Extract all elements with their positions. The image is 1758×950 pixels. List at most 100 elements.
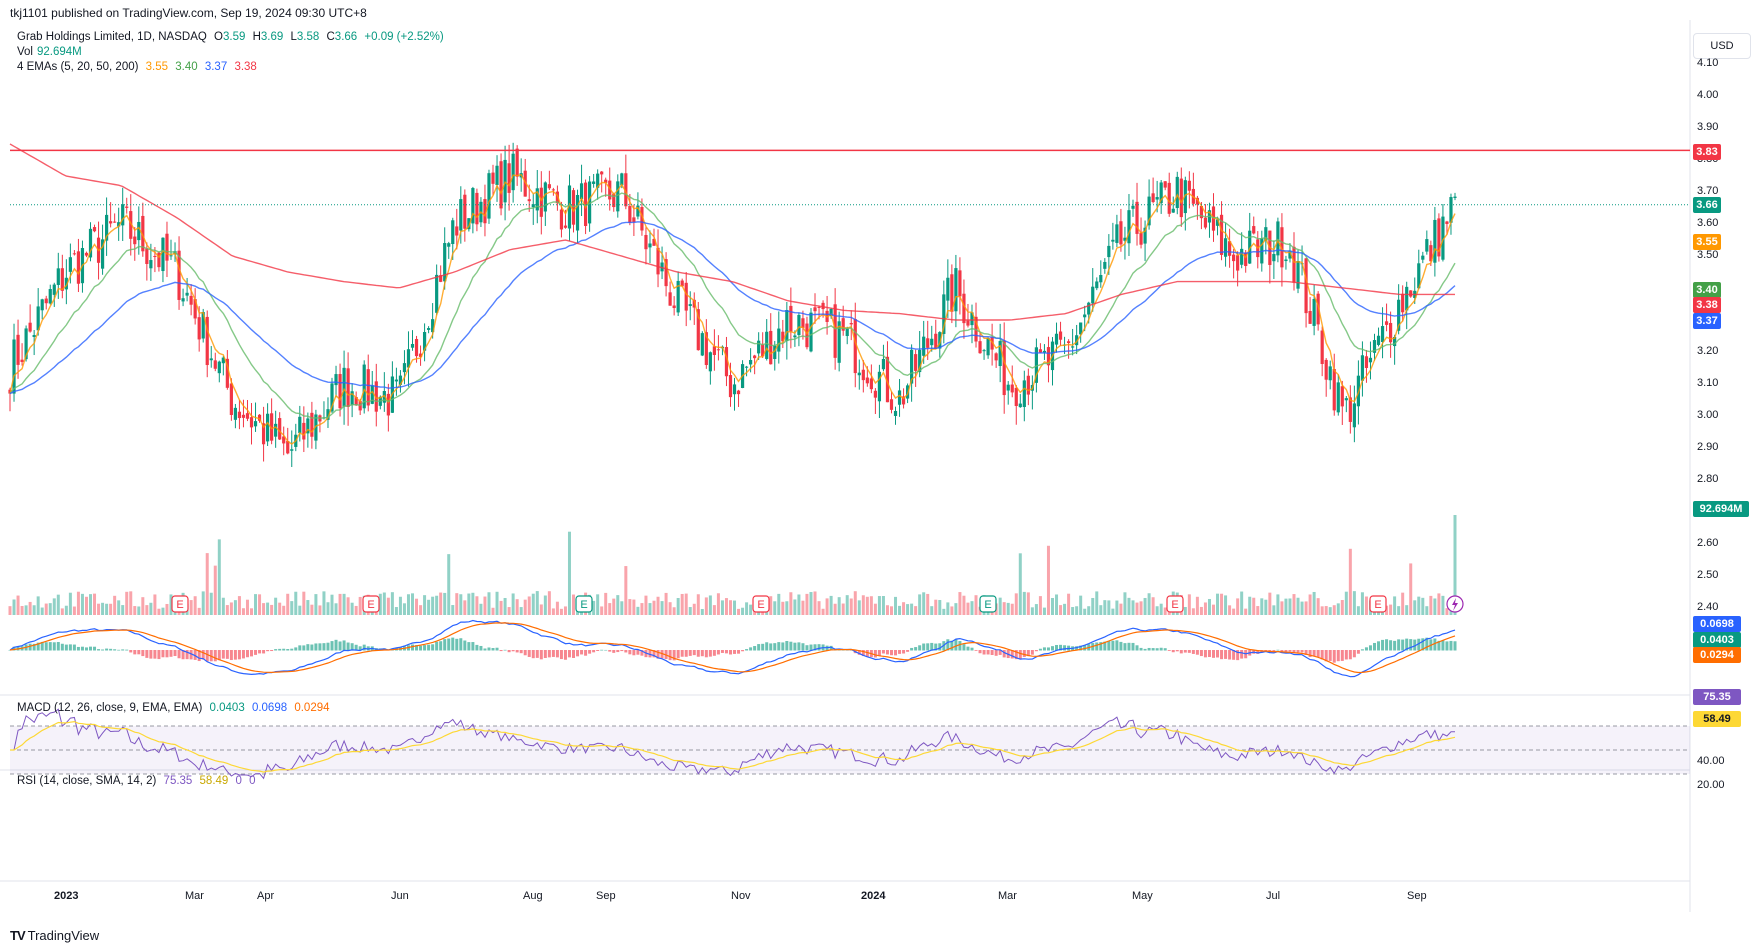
volume-bar bbox=[1429, 595, 1433, 615]
macd-histogram-bar bbox=[640, 650, 644, 656]
macd-histogram-bar bbox=[415, 645, 419, 651]
currency-button[interactable]: USD bbox=[1693, 33, 1751, 59]
candle bbox=[1139, 217, 1143, 249]
volume-bar bbox=[676, 597, 680, 615]
price-tick-label: 2.50 bbox=[1697, 569, 1719, 581]
candle bbox=[994, 352, 998, 368]
candle bbox=[1103, 258, 1107, 274]
symbol-title[interactable]: Grab Holdings Limited, 1D, NASDAQ bbox=[17, 31, 207, 43]
candle bbox=[962, 279, 966, 339]
macd-histogram-bar bbox=[1115, 640, 1119, 651]
candle bbox=[1199, 202, 1204, 230]
candle bbox=[966, 303, 970, 328]
macd-histogram-bar bbox=[1316, 650, 1320, 658]
signal-line bbox=[9, 622, 1456, 674]
candle bbox=[511, 142, 515, 203]
volume-bar bbox=[282, 605, 286, 615]
macd-histogram-bar bbox=[141, 650, 145, 657]
macd-histogram-bar bbox=[101, 649, 105, 651]
candle bbox=[817, 305, 821, 320]
macd-histogram-bar bbox=[894, 650, 898, 656]
ema-label[interactable]: 4 EMAs (5, 20, 50, 200) bbox=[17, 61, 139, 73]
volume-bar bbox=[813, 591, 817, 615]
macd-histogram-bar bbox=[117, 649, 121, 651]
macd-histogram-bar bbox=[411, 644, 415, 651]
volume-bar bbox=[809, 592, 813, 615]
price-tick-label: 2.60 bbox=[1697, 537, 1719, 549]
macd-histogram-bar bbox=[543, 650, 547, 658]
macd-histogram-bar bbox=[1135, 645, 1139, 651]
tradingview-logo[interactable]: TV TradingView bbox=[10, 928, 99, 943]
macd-histogram-bar bbox=[431, 644, 435, 651]
volume-value: 92.694M bbox=[37, 46, 82, 58]
volume-bar bbox=[648, 603, 652, 615]
candle bbox=[346, 352, 350, 426]
candle bbox=[193, 288, 197, 325]
candle bbox=[1075, 324, 1079, 355]
candle bbox=[1006, 381, 1010, 405]
candle bbox=[249, 403, 254, 445]
candle bbox=[177, 236, 181, 310]
macd-histogram-bar bbox=[16, 646, 20, 651]
macd-histogram-bar bbox=[1022, 650, 1026, 657]
macd-histogram-bar bbox=[80, 646, 84, 651]
volume-bar bbox=[101, 602, 105, 615]
volume-bar bbox=[1163, 607, 1167, 615]
candle bbox=[406, 331, 411, 387]
macd-histogram-bar bbox=[970, 647, 974, 651]
volume-bar bbox=[559, 608, 563, 615]
candle bbox=[483, 184, 487, 237]
candle bbox=[402, 350, 407, 385]
candle bbox=[443, 227, 447, 290]
macd-histogram-bar bbox=[254, 650, 258, 655]
volume-bar bbox=[789, 592, 793, 615]
macd-histogram-bar bbox=[48, 642, 52, 651]
macd-histogram-bar bbox=[954, 639, 958, 651]
macd-histogram-bar bbox=[274, 649, 278, 651]
volume-bar bbox=[16, 595, 20, 615]
volume-bar bbox=[173, 604, 177, 615]
macd-histogram-bar bbox=[1083, 645, 1087, 651]
publisher-line: tkj1101 published on TradingView.com, Se… bbox=[10, 6, 367, 20]
ema5-value: 3.55 bbox=[145, 61, 169, 73]
candle bbox=[225, 350, 229, 390]
macd-histogram-bar bbox=[1409, 639, 1413, 651]
macd-histogram-bar bbox=[1175, 650, 1179, 652]
macd-histogram-bar bbox=[1139, 647, 1143, 651]
macd-histogram-bar bbox=[137, 650, 141, 655]
volume-bar bbox=[572, 594, 576, 615]
earnings-marker: E bbox=[362, 595, 380, 613]
macd-histogram-bar bbox=[821, 644, 825, 651]
macd-histogram-bar bbox=[1389, 640, 1393, 651]
volume-bar bbox=[970, 601, 974, 615]
macd-label[interactable]: MACD (12, 26, close, 9, EMA, EMA) bbox=[17, 702, 203, 714]
volume-bar bbox=[165, 603, 169, 615]
candle bbox=[1260, 230, 1264, 272]
volume-bar bbox=[475, 596, 479, 615]
volume-bar bbox=[753, 604, 757, 615]
volume-bar bbox=[503, 597, 507, 615]
candle bbox=[893, 406, 898, 425]
candle bbox=[181, 288, 185, 307]
macd-histogram-bar bbox=[1397, 639, 1401, 651]
volume-bar bbox=[487, 592, 491, 615]
volume-bar bbox=[712, 605, 716, 615]
macd-histogram-bar bbox=[829, 645, 833, 651]
candle bbox=[889, 391, 894, 414]
volume-bar bbox=[708, 595, 712, 615]
macd-histogram-bar bbox=[676, 650, 680, 659]
candle bbox=[1292, 232, 1296, 291]
volume-bar bbox=[52, 598, 56, 615]
macd-histogram-bar bbox=[745, 649, 749, 651]
candle bbox=[592, 173, 596, 188]
volume-bar bbox=[1340, 599, 1344, 615]
volume-bar bbox=[652, 600, 656, 615]
macd-histogram-bar bbox=[608, 650, 612, 652]
macd-histogram-bar bbox=[773, 643, 777, 651]
volume-bar bbox=[318, 605, 322, 615]
macd-histogram-bar bbox=[1034, 650, 1038, 652]
candle bbox=[1187, 171, 1191, 209]
candle bbox=[1304, 257, 1308, 328]
rsi-label[interactable]: RSI (14, close, SMA, 14, 2) bbox=[17, 775, 157, 787]
volume-bar bbox=[1175, 592, 1179, 615]
